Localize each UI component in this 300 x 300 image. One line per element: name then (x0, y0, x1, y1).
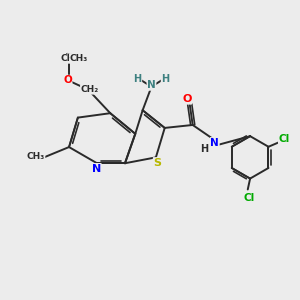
Text: CH₃: CH₃ (70, 54, 88, 63)
Text: Cl: Cl (278, 134, 290, 143)
Text: S: S (153, 158, 161, 168)
Text: H: H (134, 74, 142, 84)
Text: Cl: Cl (243, 193, 254, 203)
Text: N: N (210, 138, 219, 148)
Text: H: H (200, 143, 208, 154)
Text: methoxy: methoxy (66, 53, 72, 54)
Text: N: N (147, 80, 156, 90)
Text: CH₂: CH₂ (80, 85, 99, 94)
Text: methoxy: methoxy (76, 58, 83, 59)
Text: N: N (92, 164, 101, 173)
Text: CH₃: CH₃ (27, 152, 45, 161)
Text: O: O (63, 75, 72, 85)
Text: H: H (161, 74, 170, 84)
Text: O: O (182, 94, 191, 104)
Text: CH₃: CH₃ (61, 54, 79, 63)
Text: methyl: methyl (70, 53, 74, 54)
